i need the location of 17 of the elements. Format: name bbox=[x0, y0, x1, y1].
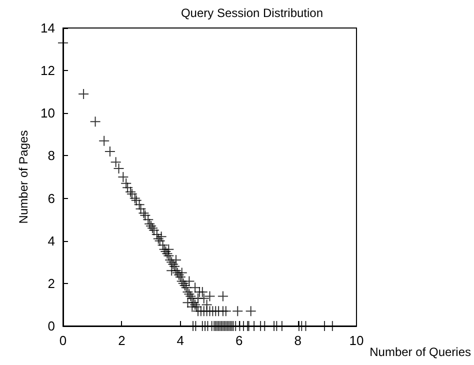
x-tick-label: 2 bbox=[118, 333, 126, 348]
y-tick-label: 0 bbox=[48, 318, 55, 334]
x-axis-title: Number of Queries bbox=[370, 345, 471, 359]
x-tick-label: 0 bbox=[59, 333, 67, 348]
y-axis-title: Number of Pages bbox=[16, 130, 31, 224]
y-tick-label: 12 bbox=[40, 63, 55, 78]
y-tick-label: 4 bbox=[48, 233, 55, 248]
chart-title: Query Session Distribution bbox=[180, 6, 324, 20]
y-tick-label: 10 bbox=[40, 106, 55, 121]
y-tick-label: 2 bbox=[48, 276, 55, 291]
y-tick-label: 6 bbox=[48, 190, 55, 206]
x-tick-label: 10 bbox=[349, 333, 364, 348]
y-tick-label: 14 bbox=[40, 20, 55, 36]
y-tick-label: 8 bbox=[48, 148, 55, 164]
x-tick-label: 6 bbox=[235, 333, 243, 348]
x-tick-label: 8 bbox=[294, 333, 302, 348]
x-tick-label: 4 bbox=[176, 333, 184, 348]
